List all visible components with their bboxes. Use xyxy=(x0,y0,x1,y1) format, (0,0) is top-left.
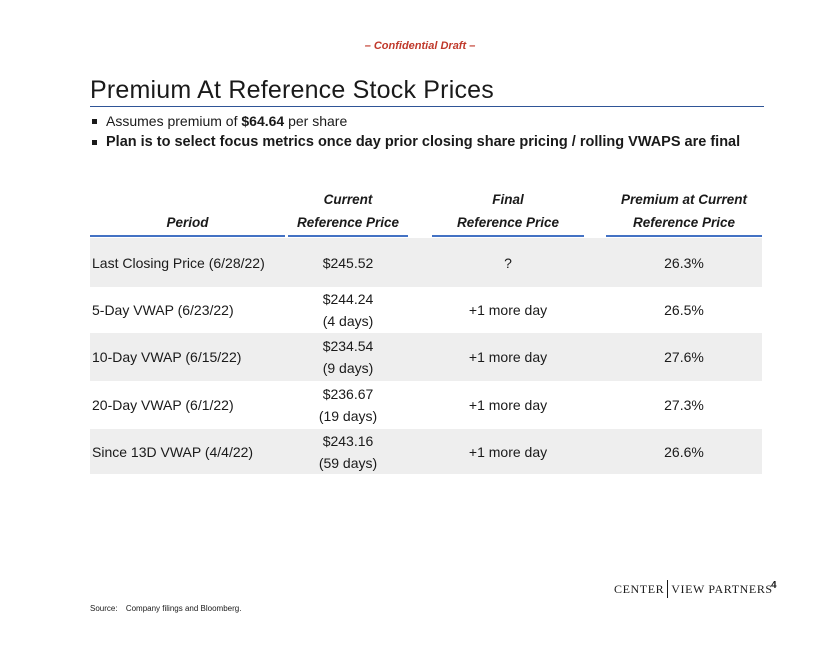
cell-current: $234.54 (9 days) xyxy=(288,333,408,381)
cell-current-days: (59 days) xyxy=(318,454,378,471)
cell-current: $245.52 xyxy=(288,238,408,287)
cell-final: +1 more day xyxy=(468,443,548,460)
cell-current-days: (19 days) xyxy=(318,408,378,424)
table-row: 20-Day VWAP (6/1/22) $236.67 (19 days) +… xyxy=(90,381,762,429)
cell-premium: 26.5% xyxy=(664,302,704,318)
header-current: Current Reference Price xyxy=(288,188,408,237)
bullet-list: Assumes premium of $64.64 per share Plan… xyxy=(92,113,772,155)
cell-current: $244.24 (4 days) xyxy=(288,287,408,333)
header-final-line1: Final xyxy=(492,192,524,207)
header-rule xyxy=(432,235,584,237)
cell-premium: 26.6% xyxy=(664,443,704,460)
cell-period: 20-Day VWAP (6/1/22) xyxy=(92,397,234,413)
table-header: Period Current Reference Price Final Ref… xyxy=(90,186,762,237)
cell-current-price: $236.67 xyxy=(322,386,374,402)
table-row: 10-Day VWAP (6/15/22) $234.54 (9 days) +… xyxy=(90,333,762,381)
source-label: Source: xyxy=(90,604,118,613)
confidential-label: – Confidential Draft – xyxy=(364,40,476,52)
cell-period: Last Closing Price (6/28/22) xyxy=(92,254,265,271)
page-title: Premium At Reference Stock Prices xyxy=(90,76,494,104)
table-row: Since 13D VWAP (4/4/22) $243.16 (59 days… xyxy=(90,429,762,474)
header-period-label: Period xyxy=(166,215,209,230)
cell-period: 10-Day VWAP (6/15/22) xyxy=(92,349,242,365)
table-row: 5-Day VWAP (6/23/22) $244.24 (4 days) +1… xyxy=(90,287,762,333)
cell-final: +1 more day xyxy=(468,302,548,318)
header-rule xyxy=(606,235,762,237)
bullet-plan: Plan is to select focus metrics once day… xyxy=(92,134,772,150)
cell-final: ? xyxy=(504,254,512,271)
title-divider xyxy=(90,106,764,107)
source-text: Company filings and Bloomberg. xyxy=(125,604,242,613)
square-bullet-icon xyxy=(92,118,97,124)
header-current-line1: Current xyxy=(323,192,373,207)
header-period: Period xyxy=(90,211,285,237)
cell-current-days: (4 days) xyxy=(322,313,374,329)
square-bullet-icon xyxy=(92,139,97,145)
bullet-premium-post: per share xyxy=(284,113,348,129)
premium-table: Period Current Reference Price Final Ref… xyxy=(90,186,762,474)
centerview-logo: Center view Partners xyxy=(614,580,773,598)
page-number: 4 xyxy=(771,580,777,591)
header-premium: Premium at Current Reference Price xyxy=(606,188,762,237)
table-row: Last Closing Price (6/28/22) $245.52 ? 2… xyxy=(90,238,762,287)
logo-right-text: view Partners xyxy=(671,581,773,596)
cell-premium: 27.3% xyxy=(664,397,704,413)
bullet-plan-text: Plan is to select focus metrics once day… xyxy=(106,134,741,150)
header-final-line2: Reference Price xyxy=(456,215,560,230)
cell-final: +1 more day xyxy=(468,349,548,365)
bullet-premium: Assumes premium of $64.64 per share xyxy=(92,113,772,129)
cell-current-days: (9 days) xyxy=(322,360,374,376)
header-rule xyxy=(90,235,285,237)
cell-current-price: $243.16 xyxy=(322,432,374,449)
bullet-premium-text: Assumes premium of $64.64 per share xyxy=(106,113,347,129)
bullet-premium-value: $64.64 xyxy=(241,113,285,129)
cell-current: $236.67 (19 days) xyxy=(288,381,408,429)
header-premium-line1: Premium at Current xyxy=(620,192,748,207)
cell-period: Since 13D VWAP (4/4/22) xyxy=(92,443,254,460)
logo-left-text: Center xyxy=(614,581,665,596)
cell-current-price: $245.52 xyxy=(322,254,374,271)
header-current-line2: Reference Price xyxy=(296,215,400,230)
header-final: Final Reference Price xyxy=(432,188,584,237)
cell-premium: 26.3% xyxy=(664,254,704,271)
cell-period: 5-Day VWAP (6/23/22) xyxy=(92,302,234,318)
bullet-premium-pre: Assumes premium of xyxy=(106,113,242,129)
cell-current-price: $234.54 xyxy=(322,338,374,354)
header-premium-line2: Reference Price xyxy=(632,215,736,230)
cell-final: +1 more day xyxy=(468,397,548,413)
logo-divider xyxy=(667,580,669,598)
cell-premium: 27.6% xyxy=(664,349,704,365)
source-footnote: Source: Company filings and Bloomberg. xyxy=(90,604,247,613)
cell-current: $243.16 (59 days) xyxy=(288,429,408,474)
header-rule xyxy=(288,235,408,237)
table-body: Last Closing Price (6/28/22) $245.52 ? 2… xyxy=(90,238,762,474)
cell-current-price: $244.24 xyxy=(322,291,374,307)
